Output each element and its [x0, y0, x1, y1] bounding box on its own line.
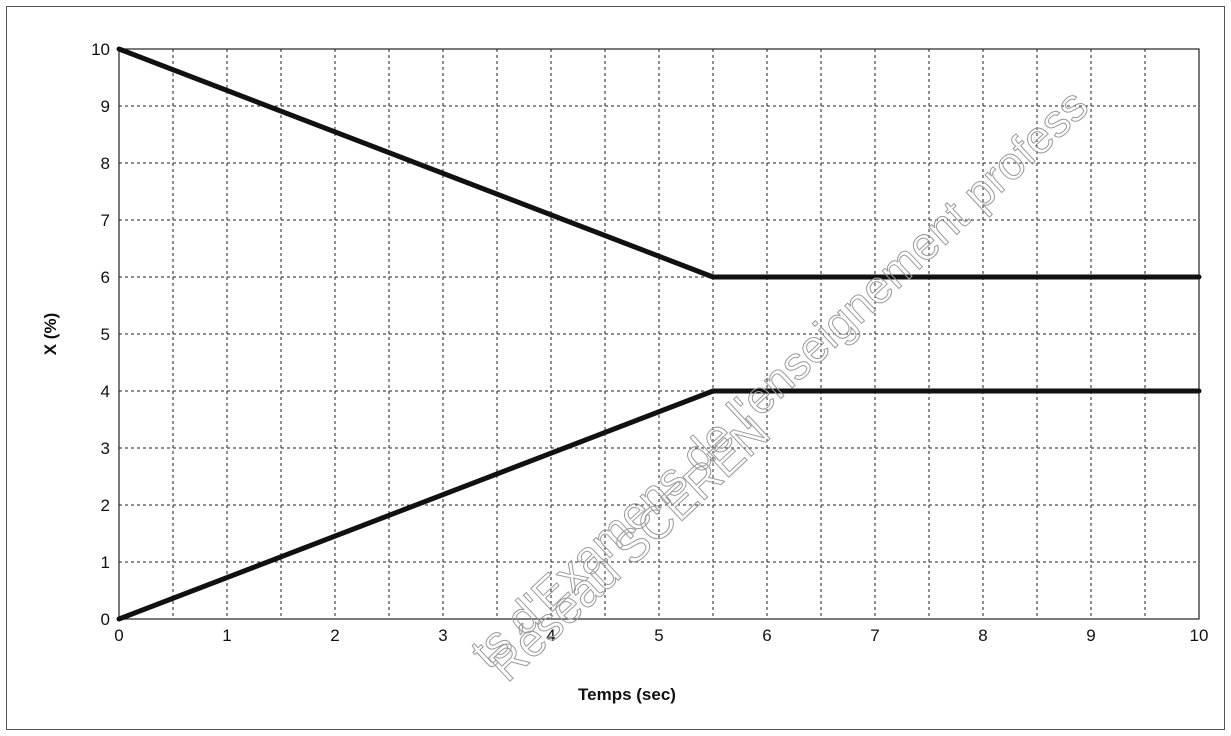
y-tick-label: 9 [101, 97, 110, 116]
y-tick-label: 0 [101, 610, 110, 629]
x-tick-label: 0 [114, 626, 123, 645]
x-axis-label: Temps (sec) [578, 685, 676, 704]
x-tick-label: 4 [546, 626, 555, 645]
series-line-2 [116, 388, 1202, 622]
x-tick-label: 10 [1190, 626, 1209, 645]
plot-area-frame [118, 48, 1200, 620]
y-tick-label: 3 [101, 439, 110, 458]
y-tick-label: 6 [101, 268, 110, 287]
x-tick-label: 3 [438, 626, 447, 645]
y-tick-label: 8 [101, 154, 110, 173]
x-tick-label: 8 [978, 626, 987, 645]
x-tick-label: 2 [330, 626, 339, 645]
x-tick-label: 9 [1086, 626, 1095, 645]
x-tick-label: 5 [654, 626, 663, 645]
y-tick-label: 4 [101, 382, 110, 401]
watermark: ts d'Examens de l'enseignement profess R… [460, 78, 1098, 691]
x-tick-labels: 0 1 2 3 4 5 6 7 8 9 10 [114, 626, 1208, 645]
y-tick-label: 10 [91, 40, 110, 59]
y-tick-label: 7 [101, 211, 110, 230]
series-line-1 [116, 46, 1202, 280]
x-tick-label: 7 [870, 626, 879, 645]
y-tick-labels: 0 1 2 3 4 5 6 7 8 9 10 [91, 40, 110, 629]
y-axis-label: X (%) [41, 313, 60, 356]
chart-frame [6, 6, 1225, 730]
y-tick-label: 5 [101, 325, 110, 344]
x-tick-label: 6 [762, 626, 771, 645]
x-tick-label: 1 [222, 626, 231, 645]
y-tick-label: 1 [101, 553, 110, 572]
y-tick-label: 2 [101, 496, 110, 515]
series-group [116, 46, 1202, 622]
